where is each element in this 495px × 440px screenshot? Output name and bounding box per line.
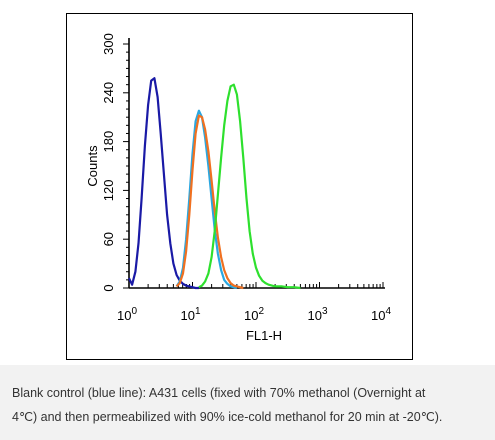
x-tick-label: 102 xyxy=(244,306,264,323)
y-tick-label: 180 xyxy=(101,131,116,153)
histogram-series-line-1 xyxy=(128,77,199,290)
y-axis-label: Counts xyxy=(85,145,100,187)
y-tick-label: 0 xyxy=(101,284,116,291)
figure-caption: Blank control (blue line): A431 cells (f… xyxy=(0,365,495,440)
figure-frame xyxy=(66,13,413,360)
x-tick-label: 103 xyxy=(307,306,327,323)
flow-cytometry-figure: 100 101 102 103 104 0 60 120 180 240 300 FL1-H Count… xyxy=(0,0,495,365)
caption-line-2: 4℃) and then permeabilized with 90% ice-… xyxy=(12,410,443,424)
x-tick-label: 101 xyxy=(180,306,200,323)
y-tick-label: 120 xyxy=(101,180,116,202)
x-axis-label: FL1-H xyxy=(246,328,282,343)
x-tick-label: 100 xyxy=(117,306,137,323)
histogram-series-line-4 xyxy=(198,83,301,290)
histogram-series-line-3 xyxy=(175,114,244,290)
x-tick-label: 104 xyxy=(371,306,391,323)
y-tick-label: 300 xyxy=(101,33,116,55)
y-tick-label: 60 xyxy=(101,232,116,246)
y-tick-label: 240 xyxy=(101,82,116,104)
histogram-series-line-2 xyxy=(175,109,238,290)
histogram-chart: 100 101 102 103 104 0 60 120 180 240 300 FL1-H Count… xyxy=(85,33,391,343)
caption-line-1: Blank control (blue line): A431 cells (f… xyxy=(12,386,426,400)
